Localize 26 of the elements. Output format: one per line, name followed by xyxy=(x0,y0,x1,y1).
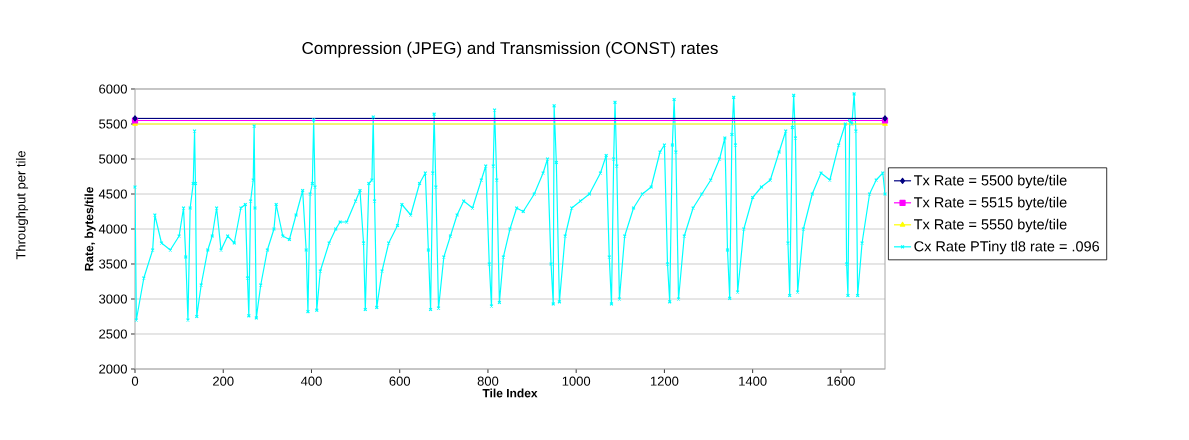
y-tick-label: 3000 xyxy=(99,294,127,304)
y-tick-label: 6000 xyxy=(99,84,127,94)
legend-label: Cx Rate PTiny tl8 rate = .096 xyxy=(914,240,1100,255)
y-tick-label: 4500 xyxy=(98,189,127,199)
x-tick-label: 1000 xyxy=(562,376,591,386)
x-tick-label: 200 xyxy=(213,376,234,386)
x-tick-label: 1600 xyxy=(827,376,855,386)
text: Throughput per tile xyxy=(15,151,29,260)
x-tick-label: 1200 xyxy=(650,376,679,386)
x-axis-title: Tile Index xyxy=(482,388,538,398)
legend-label: Tx Rate = 5500 byte/tile xyxy=(914,174,1067,189)
y-tick-label: 5000 xyxy=(99,154,127,164)
y-tick-label: 3500 xyxy=(99,259,127,269)
y-axis-title: Rate, bytes/tile xyxy=(84,187,96,271)
x-tick-label: 800 xyxy=(477,376,499,386)
x-tick-label: 600 xyxy=(389,376,411,386)
y-tick-label: 2000 xyxy=(99,364,127,374)
x-tick-label: 1400 xyxy=(739,376,767,386)
legend-label: Tx Rate = 5515 byte/tile xyxy=(914,196,1067,211)
legend-label: Tx Rate = 5550 byte/tile xyxy=(914,218,1067,233)
y-tick-label: 4000 xyxy=(98,224,127,234)
x-tick-label: 400 xyxy=(300,376,322,386)
chart-title: Compression (JPEG) and Transmission (CONST) rates xyxy=(302,41,718,58)
y-tick-label: 5500 xyxy=(99,119,127,129)
x-tick-label: 0 xyxy=(131,376,139,386)
y-tick-label: 2500 xyxy=(99,329,127,339)
